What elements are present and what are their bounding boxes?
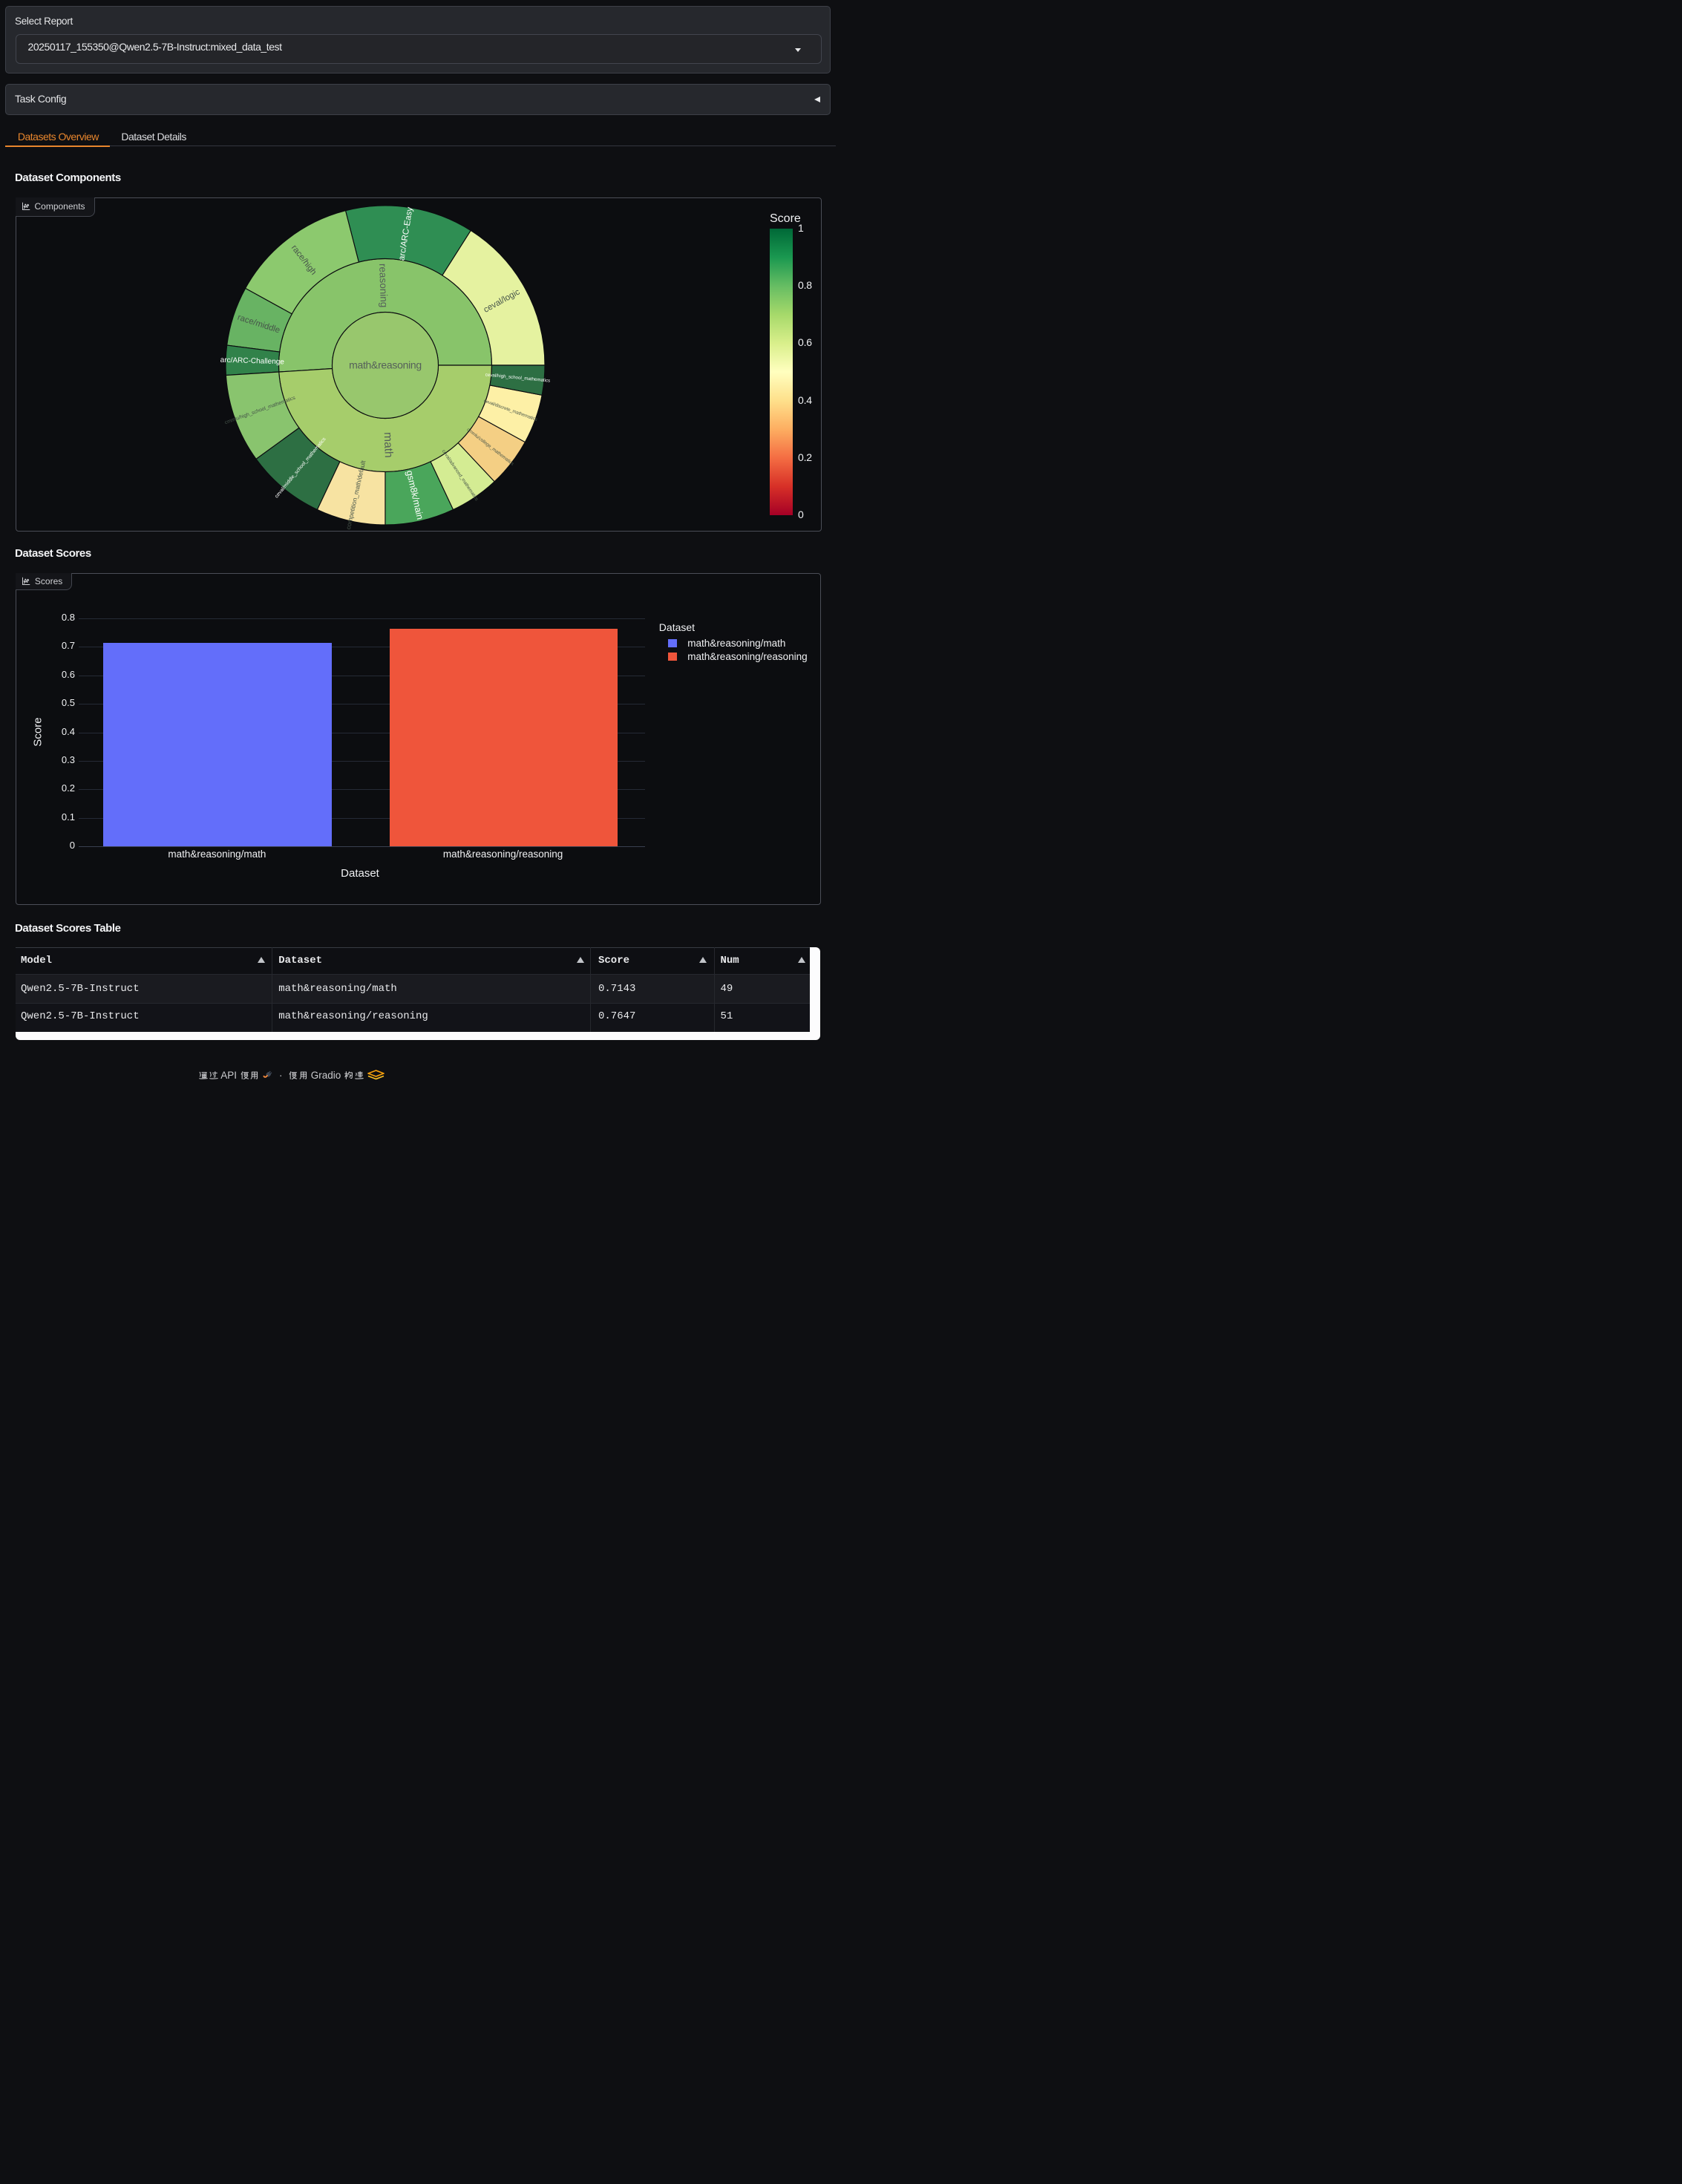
svg-text:math&reasoning: math&reasoning (349, 359, 422, 371)
svg-text:arc/ARC-Challenge: arc/ARC-Challenge (220, 356, 285, 367)
svg-text:math: math (382, 432, 395, 458)
svg-text:reasoning: reasoning (377, 264, 390, 308)
